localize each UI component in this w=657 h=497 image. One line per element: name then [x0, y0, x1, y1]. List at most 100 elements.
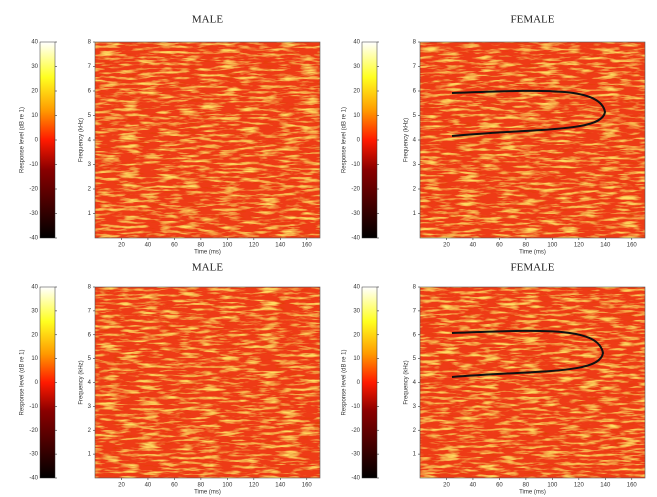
y-tick-label: 7	[88, 308, 92, 314]
x-tick-label: 120	[249, 243, 260, 249]
y-tick-label: 5	[413, 113, 417, 119]
x-axis-label: Time (ms)	[194, 250, 221, 256]
colorbar-tick-label: 0	[35, 380, 39, 386]
colorbar-tick-label: 40	[353, 40, 360, 46]
x-tick-label: 160	[627, 243, 638, 249]
x-tick-label: 160	[627, 483, 638, 489]
y-tick-label: 7	[413, 64, 417, 70]
colorbar-tick-label: 30	[353, 64, 360, 70]
y-tick-label: 5	[88, 113, 92, 119]
x-tick-label: 120	[574, 483, 585, 489]
x-tick-label: 100	[222, 483, 233, 489]
colorbar-tick-label: -20	[351, 187, 360, 193]
colorbar-label: Response level (dB re 1)	[20, 349, 26, 415]
colorbar-tick-label: -10	[29, 162, 38, 168]
panel-title: MALE	[192, 14, 223, 26]
heatmap	[95, 287, 320, 478]
y-tick-label: 3	[88, 162, 92, 168]
x-tick-label: 160	[302, 243, 313, 249]
x-tick-label: 20	[118, 483, 125, 489]
x-tick-label: 20	[443, 483, 450, 489]
colorbar-tick-label: -10	[351, 404, 360, 410]
x-tick-label: 80	[523, 483, 530, 489]
colorbar-tick-label: 20	[353, 332, 360, 338]
y-tick-label: 1	[413, 211, 417, 217]
colorbar-tick-label: -40	[351, 236, 360, 242]
y-tick-label: 7	[88, 64, 92, 70]
x-tick-label: 100	[547, 243, 558, 249]
colorbar-tick-label: -40	[29, 236, 38, 242]
colorbar-tick-label: -30	[351, 211, 360, 217]
x-tick-label: 80	[198, 483, 205, 489]
colorbar-tick-label: -40	[351, 476, 360, 482]
y-tick-label: 1	[88, 211, 92, 217]
y-tick-label: 4	[88, 380, 92, 386]
y-axis-label: Frequency (kHz)	[79, 360, 85, 404]
heatmap	[420, 287, 645, 478]
colorbar-tick-label: 30	[31, 64, 38, 70]
y-tick-label: 8	[413, 40, 417, 46]
heatmap	[420, 42, 645, 238]
colorbar-tick-label: -40	[29, 476, 38, 482]
colorbar-tick-label: -30	[29, 452, 38, 458]
colorbar-tick-label: 20	[31, 332, 38, 338]
y-tick-label: 8	[88, 40, 92, 46]
y-tick-label: 3	[413, 404, 417, 410]
panel-title: FEMALE	[511, 262, 555, 274]
x-tick-label: 40	[470, 483, 477, 489]
y-axis-label: Frequency (kHz)	[404, 360, 410, 404]
y-tick-label: 3	[88, 404, 92, 410]
colorbar-tick-label: -20	[29, 187, 38, 193]
x-tick-label: 60	[496, 483, 503, 489]
x-tick-label: 60	[496, 243, 503, 249]
x-tick-label: 160	[302, 483, 313, 489]
heatmap	[95, 42, 320, 238]
colorbar	[39, 286, 56, 479]
contour	[451, 329, 605, 378]
colorbar-tick-label: 30	[353, 308, 360, 314]
colorbar-tick-label: -10	[351, 162, 360, 168]
x-tick-label: 140	[600, 483, 611, 489]
y-tick-label: 2	[413, 428, 417, 434]
y-tick-label: 1	[88, 452, 92, 458]
colorbar-tick-label: -30	[351, 452, 360, 458]
x-tick-label: 80	[198, 243, 205, 249]
y-tick-label: 5	[413, 356, 417, 362]
x-tick-label: 20	[443, 243, 450, 249]
colorbar-tick-label: 0	[357, 380, 361, 386]
x-tick-label: 100	[547, 483, 558, 489]
colorbar-tick-label: 30	[31, 308, 38, 314]
colorbar-tick-label: -30	[29, 211, 38, 217]
x-axis-label: Time (ms)	[194, 490, 221, 496]
x-tick-label: 60	[171, 483, 178, 489]
y-tick-label: 1	[413, 452, 417, 458]
x-tick-label: 140	[275, 483, 286, 489]
x-tick-label: 140	[275, 243, 286, 249]
colorbar-tick-label: 0	[35, 138, 39, 144]
y-tick-label: 6	[88, 332, 92, 338]
y-tick-label: 2	[88, 187, 92, 193]
y-tick-label: 8	[413, 285, 417, 291]
y-tick-label: 2	[88, 428, 92, 434]
y-tick-label: 7	[413, 308, 417, 314]
colorbar	[361, 286, 378, 479]
colorbar-tick-label: 40	[353, 285, 360, 291]
x-tick-label: 100	[222, 243, 233, 249]
y-tick-label: 6	[413, 89, 417, 95]
x-tick-label: 40	[145, 483, 152, 489]
x-tick-label: 60	[171, 243, 178, 249]
colorbar-tick-label: -20	[351, 428, 360, 434]
y-tick-label: 6	[413, 332, 417, 338]
colorbar	[39, 41, 56, 239]
x-axis-label: Time (ms)	[519, 250, 546, 256]
colorbar-tick-label: -10	[29, 404, 38, 410]
x-tick-label: 40	[470, 243, 477, 249]
x-tick-label: 20	[118, 243, 125, 249]
contour	[451, 89, 607, 137]
colorbar-label: Response level (dB re 1)	[342, 107, 348, 173]
panel-title: FEMALE	[511, 14, 555, 26]
colorbar-tick-label: 0	[357, 138, 361, 144]
y-tick-label: 4	[413, 138, 417, 144]
